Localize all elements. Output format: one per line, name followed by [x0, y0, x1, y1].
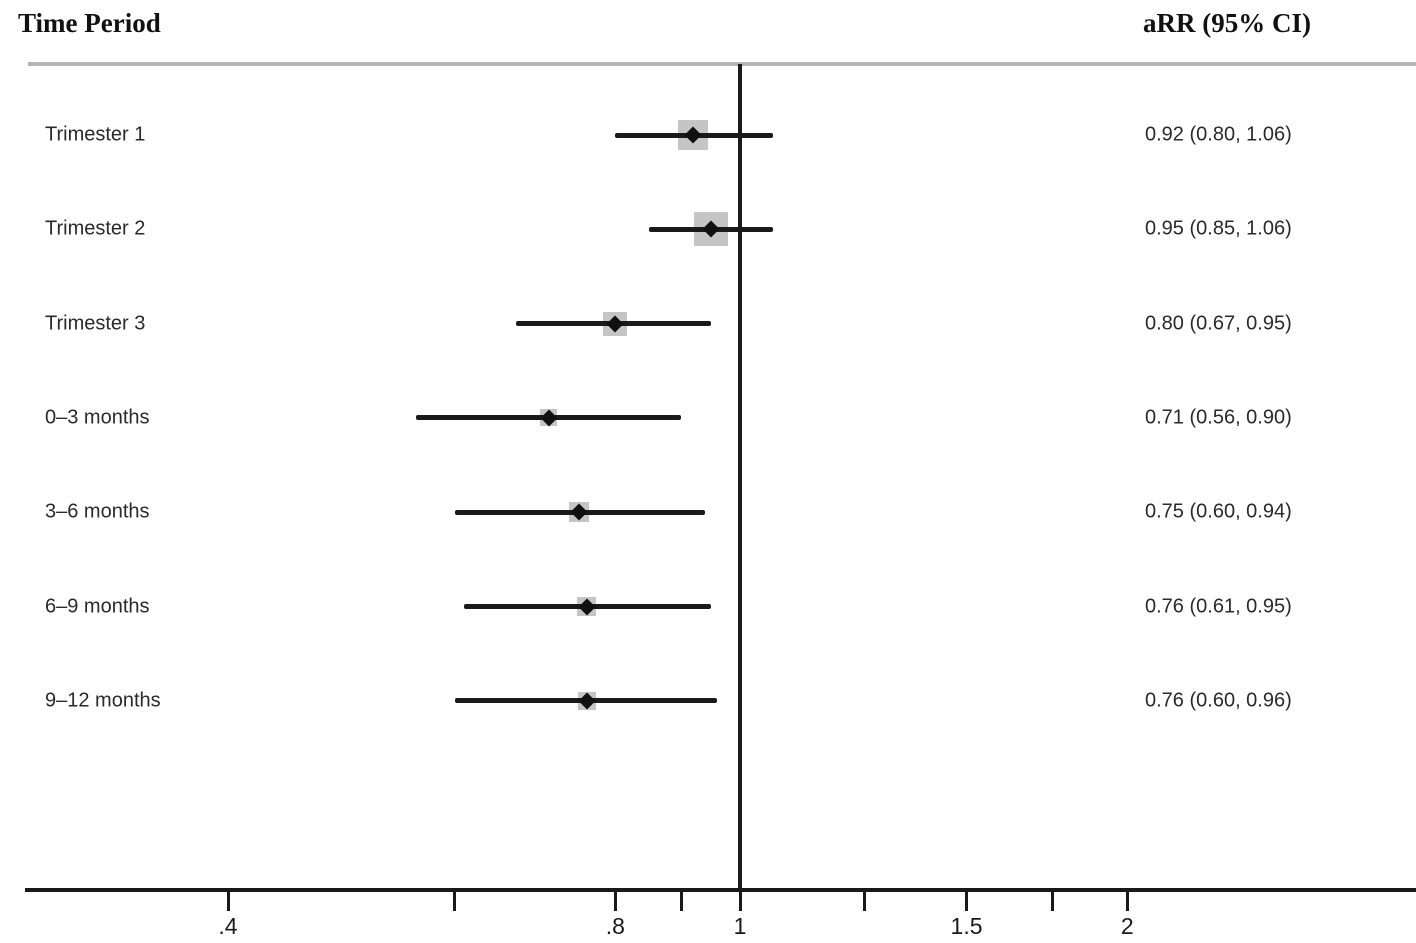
arr-ci-value: 0.76 (0.60, 0.96) — [1145, 689, 1292, 712]
x-axis-tick — [226, 890, 230, 911]
row-label: 9–12 months — [45, 689, 161, 712]
x-axis-tick — [863, 890, 867, 911]
x-axis-tick — [965, 890, 969, 911]
arr-ci-value: 0.80 (0.67, 0.95) — [1145, 312, 1292, 335]
arr-ci-value: 0.76 (0.61, 0.95) — [1145, 595, 1292, 617]
x-axis-tick — [453, 890, 457, 911]
row-label: 0–3 months — [45, 406, 150, 429]
arr-ci-value: 0.75 (0.60, 0.94) — [1145, 500, 1292, 523]
x-axis-tick — [1125, 890, 1129, 911]
x-axis-line — [25, 888, 1416, 892]
arr-ci-value: 0.92 (0.80, 1.06) — [1145, 123, 1292, 146]
arr-ci-value: 0.95 (0.85, 1.06) — [1145, 217, 1292, 240]
column-header-time-period: Time Period — [18, 8, 161, 38]
x-axis-tick-label: 1.5 — [950, 913, 983, 939]
row-label: Trimester 2 — [45, 217, 146, 240]
x-axis-tick — [738, 890, 742, 911]
row-label: Trimester 3 — [45, 312, 146, 335]
x-axis-tick-label: .4 — [218, 913, 238, 939]
top-divider-rule — [28, 62, 1416, 66]
x-axis-tick-label: .8 — [605, 913, 625, 939]
x-axis-tick — [613, 890, 617, 911]
x-axis-tick — [679, 890, 683, 911]
reference-line — [738, 64, 742, 890]
row-label: 3–6 months — [45, 500, 150, 523]
arr-ci-value: 0.71 (0.56, 0.90) — [1145, 406, 1292, 429]
x-axis-tick-label: 2 — [1120, 913, 1134, 939]
row-label: 6–9 months — [45, 595, 150, 617]
x-axis-tick — [1051, 890, 1055, 911]
row-label: Trimester 1 — [45, 123, 146, 146]
column-header-arr-ci: aRR (95% CI) — [1143, 8, 1311, 38]
x-axis-tick-label: 1 — [733, 913, 747, 939]
